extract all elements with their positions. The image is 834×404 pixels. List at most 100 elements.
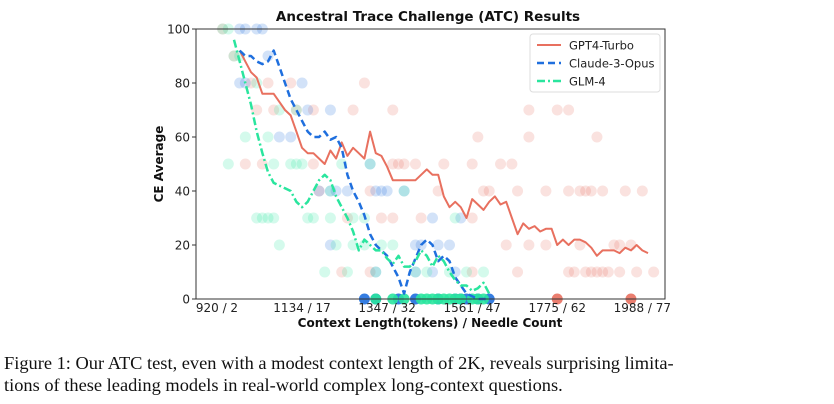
scatter-point-claude-3-opus [296,77,308,89]
scatter-point-claude-3-opus [409,239,421,251]
scatter-point-glm-4 [268,212,280,224]
scatter-point-gpt4-turbo [387,104,399,116]
scatter-point-glm-4 [370,266,382,278]
scatter-point-gpt4-turbo [540,185,552,197]
scatter-point-gpt4-turbo [540,239,552,251]
chart-title: Ancestral Trace Challenge (ATC) Results [276,9,580,25]
x-tick-label: 1347 / 32 [358,301,415,315]
scatter-point-gpt4-turbo [512,266,524,278]
scatter-point-glm-4 [228,50,240,62]
scatter-point-glm-4 [461,266,473,278]
scatter-point-gpt4-turbo [551,104,563,116]
scatter-point-glm-4 [398,185,410,197]
scatter-point-claude-3-opus [381,185,393,197]
scatter-point-glm-4 [302,212,314,224]
scatter-point-gpt4-turbo [375,212,387,224]
scatter-point-gpt4-turbo [364,266,376,278]
scatter-point-glm-4 [290,158,302,170]
scatter-point-gpt4-turbo [568,266,580,278]
y-axis-label: CE Average [152,126,166,203]
caption-line-2: tions of these leading models in real-wo… [4,375,563,395]
scatter-point-glm-4 [449,212,461,224]
legend-label-gpt4-turbo: GPT4-Turbo [569,39,634,53]
scatter-point-gpt4-turbo [409,158,421,170]
scatter-point-claude-3-opus [341,185,353,197]
scatter-point-gpt4-turbo [523,239,535,251]
scatter-point-gpt4-turbo [398,158,410,170]
scatter-point-gpt4-turbo [239,158,251,170]
scatter-point-gpt4-turbo [597,185,609,197]
legend-box [529,33,661,93]
figure-caption: Figure 1: Our ATC test, even with a mode… [4,352,830,396]
scatter-point-gpt4-turbo [585,185,597,197]
scatter-point-gpt4-turbo [307,104,319,116]
scatter-point-glm-4 [347,212,359,224]
scatter-point-claude-3-opus [313,185,325,197]
scatter-point-gpt4-turbo [614,239,626,251]
scatter-point-claude-3-opus [324,104,336,116]
scatter-point-claude-3-opus [285,131,297,143]
scatter-points [217,23,660,305]
scatter-point-glm-4 [347,239,359,251]
scatter-point-glm-4 [262,212,274,224]
scatter-point-gpt4-turbo [262,77,274,89]
scatter-point-gpt4-turbo [591,131,603,143]
scatter-point-claude-3-opus [302,104,314,116]
scatter-point-gpt4-turbo [415,212,427,224]
scatter-point-glm-4 [409,266,421,278]
atc-results-chart: 0 20 40 60 80 100 920 / 2 1134 / 17 1347 / 32 15… [152,9,671,330]
x-tick-label: 1775 / 62 [529,301,586,315]
scatter-point-gpt4-turbo [347,104,359,116]
x-axis-ticks: 920 / 2 1134 / 17 1347 / 32 1561 / 47 1775 /… [196,301,671,315]
scatter-point-gpt4-turbo [636,185,648,197]
scatter-point-glm-4 [290,104,302,116]
scatter-point-claude-3-opus [443,239,455,251]
scatter-point-gpt4-turbo [574,185,586,197]
scatter-point-gpt4-turbo [268,104,280,116]
scatter-point-gpt4-turbo [228,50,240,62]
scatter-point-gpt4-turbo [563,104,575,116]
scatter-point-glm-4 [239,131,251,143]
scatter-point-gpt4-turbo [285,77,297,89]
x-tick-label: 1988 / 77 [614,301,671,315]
scatter-point-glm-4 [251,212,263,224]
y-tick-label: 80 [175,77,190,91]
y-axis-ticks: 0 20 40 60 80 100 [167,23,196,307]
scatter-point-gpt4-turbo [313,185,325,197]
x-tick-label: 1134 / 17 [273,301,330,315]
scatter-point-claude-3-opus [273,131,285,143]
scatter-point-gpt4-turbo [602,266,614,278]
x-tick-label: 1561 / 47 [443,301,500,315]
scatter-point-gpt4-turbo [619,185,631,197]
scatter-point-gpt4-turbo [438,158,450,170]
scatter-point-gpt4-turbo [585,266,597,278]
scatter-point-gpt4-turbo [614,266,626,278]
scatter-point-gpt4-turbo [523,131,535,143]
scatter-point-glm-4 [364,158,376,170]
scatter-point-glm-4 [307,212,319,224]
scatter-point-claude-3-opus [432,239,444,251]
scatter-point-gpt4-turbo [392,158,404,170]
y-tick-label: 20 [175,239,190,253]
scatter-point-gpt4-turbo [563,266,575,278]
scatter-point-gpt4-turbo [245,77,257,89]
scatter-point-glm-4 [478,266,490,278]
scatter-point-gpt4-turbo [478,185,490,197]
series-line-gpt4-turbo [238,50,649,257]
scatter-point-glm-4 [256,212,268,224]
scatter-point-claude-3-opus [455,212,467,224]
scatter-point-claude-3-opus [375,185,387,197]
scatter-point-gpt4-turbo [580,266,592,278]
scatter-point-glm-4 [387,239,399,251]
series-line-claude-3-opus [238,49,490,301]
scatter-point-gpt4-turbo [563,185,575,197]
scatter-point-gpt4-turbo [523,104,535,116]
scatter-point-glm-4 [268,158,280,170]
scatter-point-claude-3-opus [426,212,438,224]
scatter-point-gpt4-turbo [466,212,478,224]
scatter-point-gpt4-turbo [466,266,478,278]
scatter-point-glm-4 [285,158,297,170]
x-axis-label: Context Length(tokens) / Needle Count [298,316,563,330]
scatter-point-gpt4-turbo [580,185,592,197]
scatter-point-gpt4-turbo [364,185,376,197]
